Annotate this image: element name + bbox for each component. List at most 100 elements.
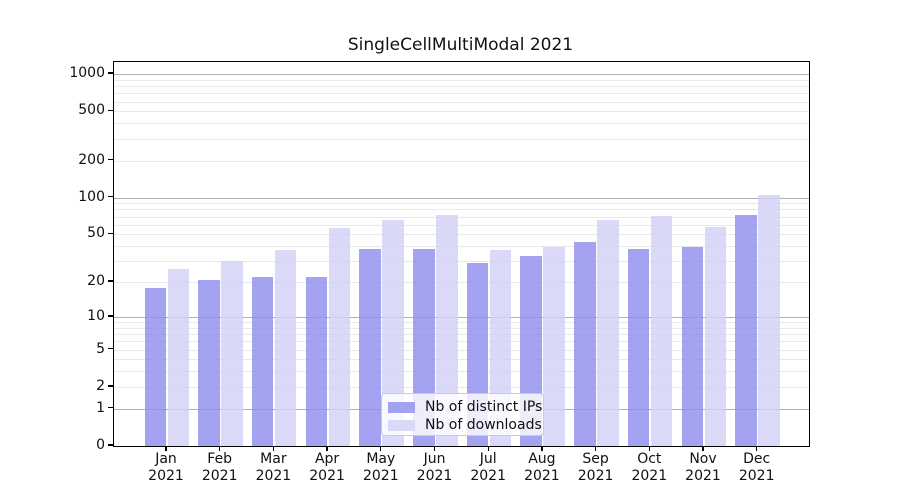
x-tick-label: Apr 2021 <box>309 451 345 484</box>
bar-downloads <box>597 219 619 446</box>
gridline-minor <box>114 203 809 205</box>
x-tick-label: May 2021 <box>362 451 399 484</box>
y-tick-mark <box>108 280 113 282</box>
legend-item-distinct-ips: Nb of distinct IPs <box>382 399 543 417</box>
bar-distinct-ips <box>198 279 220 446</box>
y-tick-mark <box>108 109 113 111</box>
bar-downloads <box>436 215 458 446</box>
gridline-minor <box>114 234 809 236</box>
gridline-minor <box>114 101 809 103</box>
x-tick-mark <box>219 446 221 451</box>
bar-distinct-ips <box>681 247 703 446</box>
y-tick-label: 100 <box>78 188 105 205</box>
y-tick-mark <box>108 315 113 317</box>
x-tick-mark <box>594 446 597 451</box>
x-tick-label: Oct 2021 <box>631 451 668 484</box>
bar-distinct-ips <box>144 287 166 446</box>
y-tick-mark <box>108 158 113 161</box>
gridline-minor <box>114 341 809 343</box>
bar-distinct-ips <box>251 277 274 446</box>
x-tick-label: Jun 2021 <box>416 451 453 484</box>
gridline-minor <box>114 111 809 113</box>
x-tick-mark <box>756 446 758 451</box>
bar-downloads <box>328 228 351 446</box>
gridline-minor <box>114 160 809 162</box>
gridline-minor <box>114 79 809 81</box>
x-tick-mark <box>487 446 489 451</box>
legend-label-distinct-ips: Nb of distinct IPs <box>425 399 543 416</box>
gridline-minor <box>114 246 809 248</box>
x-tick-mark <box>433 446 436 451</box>
gridline-major <box>114 316 809 318</box>
x-tick-mark <box>702 446 704 451</box>
y-tick-label: 20 <box>87 273 105 290</box>
chart-title: SingleCellMultiModal 2021 <box>347 35 574 55</box>
y-tick-label: 1000 <box>69 65 105 81</box>
y-tick-mark <box>108 232 113 234</box>
x-tick-label: Nov 2021 <box>685 451 721 484</box>
gridline-minor <box>114 349 809 351</box>
gridline-minor <box>114 282 809 284</box>
gridline-minor <box>114 123 809 125</box>
gridline-minor <box>114 359 809 361</box>
y-tick-label: 10 <box>87 307 105 324</box>
legend: Nb of distinct IPs Nb of downloads <box>381 393 544 436</box>
x-tick-mark <box>272 446 275 451</box>
y-tick-mark <box>108 385 113 387</box>
gridline-minor <box>114 322 809 323</box>
x-tick-label: Aug 2021 <box>524 451 560 484</box>
bar-downloads <box>543 247 565 446</box>
gridline-minor <box>114 261 809 263</box>
bar-downloads <box>704 226 726 446</box>
x-tick-label: Dec 2021 <box>738 451 775 484</box>
x-tick-mark <box>541 446 543 451</box>
x-tick-label: Feb 2021 <box>201 451 238 484</box>
bar-downloads <box>758 195 780 446</box>
x-tick-label: Jan 2021 <box>148 451 184 484</box>
y-tick-mark <box>108 347 113 350</box>
y-tick-mark <box>108 444 113 446</box>
bar-distinct-ips <box>359 248 381 446</box>
gridline-minor <box>114 138 809 140</box>
y-tick-label: 5 <box>96 340 105 357</box>
y-tick-label: 500 <box>78 102 105 119</box>
x-tick-mark <box>648 446 650 451</box>
legend-item-downloads: Nb of downloads <box>382 417 543 435</box>
gridline-minor <box>114 371 809 373</box>
y-tick-mark <box>108 195 113 198</box>
bar-distinct-ips <box>735 215 757 446</box>
gridline-minor <box>114 86 809 87</box>
bar-downloads <box>382 220 404 446</box>
x-tick-label: Mar 2021 <box>255 451 292 484</box>
legend-swatch-downloads <box>388 419 415 431</box>
y-tick-label: 0 <box>96 437 105 453</box>
y-tick-label: 2 <box>96 377 105 394</box>
gridline-minor <box>114 93 809 95</box>
legend-swatch-distinct-ips <box>388 402 415 414</box>
gridline-minor <box>114 334 809 335</box>
legend-label-downloads: Nb of downloads <box>425 416 542 433</box>
plot-area: Nb of distinct IPs Nb of downloads <box>113 61 810 447</box>
gridline-major <box>114 74 809 75</box>
y-tick-mark <box>108 72 113 74</box>
y-tick-label: 1 <box>96 399 105 416</box>
bar-distinct-ips <box>574 242 596 446</box>
bar-distinct-ips <box>627 248 650 446</box>
x-tick-mark <box>326 446 328 451</box>
x-tick-mark <box>165 446 167 451</box>
bar-distinct-ips <box>305 277 328 446</box>
y-tick-mark <box>108 407 113 409</box>
y-tick-label: 50 <box>87 225 105 242</box>
bar-downloads <box>221 261 243 446</box>
gridline-major <box>114 197 809 199</box>
gridline-minor <box>114 386 809 388</box>
bar-downloads <box>650 215 673 446</box>
gridline-minor <box>114 327 809 329</box>
bar-downloads <box>167 268 189 446</box>
y-tick-label: 200 <box>78 151 105 168</box>
gridline-minor <box>114 209 809 211</box>
x-tick-label: Sep 2021 <box>577 451 614 484</box>
bar-downloads <box>274 250 297 446</box>
x-tick-mark <box>380 446 382 451</box>
